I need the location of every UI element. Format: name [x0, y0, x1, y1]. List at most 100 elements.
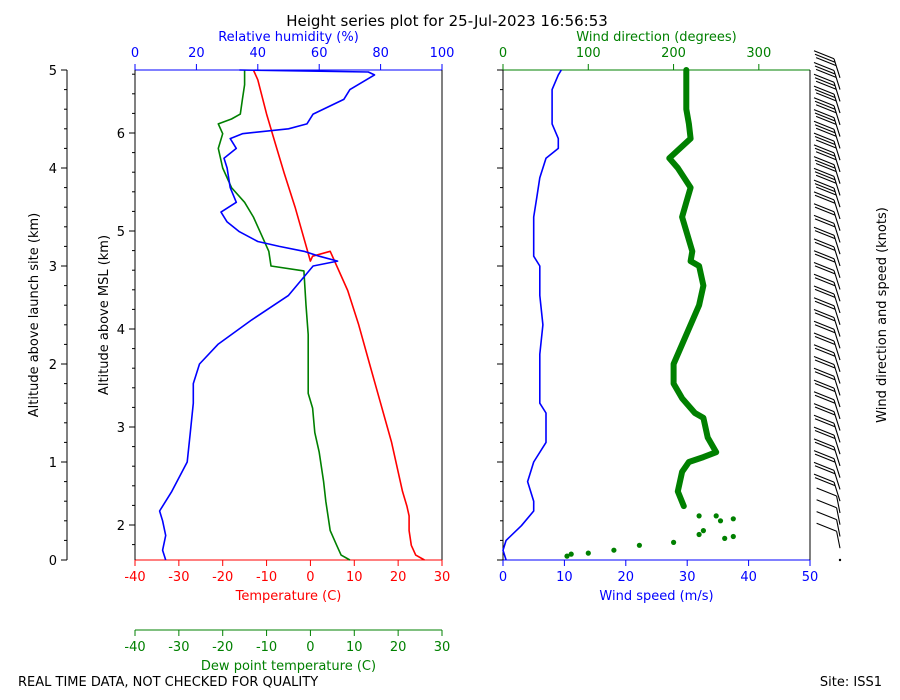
temperature-tick-label: 30	[434, 570, 451, 585]
wind-direction-point	[717, 518, 724, 524]
wind-barb-feather	[813, 367, 835, 377]
humidity-tick-label: 20	[188, 46, 205, 61]
wind-speed-tick-label: 10	[556, 570, 573, 585]
wind-barb-feather	[814, 194, 836, 204]
wind-barb-feather	[813, 355, 835, 366]
msl-altitude-tick-label: 2	[117, 519, 125, 534]
humidity-tick-label: 60	[311, 46, 328, 61]
wind-direction-point	[722, 535, 728, 542]
wind-direction-axis-title: Wind direction (degrees)	[576, 30, 736, 45]
dewpoint-tick-label: 0	[306, 640, 314, 655]
wind-barb-feather	[814, 147, 836, 157]
wind-barb-feather	[813, 473, 835, 483]
wind-barb-shaft	[836, 507, 841, 525]
wind-barb-axis-title: Wind direction and speed (knots)	[875, 207, 890, 423]
wind-barb-feather	[815, 151, 837, 161]
wind-speed-tick-label: 0	[499, 570, 507, 585]
wind-direction-point	[671, 539, 677, 546]
wind-barb-feather	[814, 441, 836, 451]
wind-barb-shaft	[836, 495, 841, 514]
wind-speed-axis-title: Wind speed (m/s)	[599, 589, 713, 604]
msl-altitude-tick-label: 6	[117, 127, 125, 142]
wind-direction-point	[585, 550, 591, 556]
figure-title: Height series plot for 25-Jul-2023 16:56…	[286, 12, 608, 30]
wind-speed-tick-label: 40	[740, 570, 757, 585]
wind-barb-feather	[813, 414, 835, 424]
humidity-line	[158, 69, 376, 561]
wind-barb-feather	[814, 241, 836, 251]
wind-panel: 0 10 20 30 40 50 Wind speed (m/s) 0 100 200 300 Win…	[497, 30, 818, 604]
dewpoint-tick-label: -30	[168, 640, 189, 655]
wind-barb-calm	[838, 558, 842, 562]
wind-barb-shaft	[836, 519, 841, 537]
dewpoint-tick-label: 10	[346, 640, 363, 655]
wind-barb-feather	[813, 461, 835, 471]
humidity-tick-label: 100	[430, 46, 455, 61]
wind-barb-feather	[813, 109, 835, 119]
wind-barb-feather	[813, 332, 835, 342]
wind-barb-feather	[813, 344, 835, 354]
wind-barb-feather	[814, 324, 836, 334]
wind-direction-point	[730, 516, 736, 522]
wind-speed-tick-label: 20	[618, 570, 635, 585]
wind-barb-feather	[813, 391, 835, 401]
wind-barb-feather	[813, 144, 835, 154]
wind-direction-trace	[666, 67, 720, 510]
wind-barb-feather	[814, 300, 836, 310]
wind-barb-feather	[813, 438, 835, 448]
temperature-tick-label: 20	[390, 570, 407, 585]
wind-barb-feather	[815, 80, 837, 90]
wind-barb-feather	[815, 68, 837, 78]
wind-barb-feather	[813, 238, 835, 248]
wind-barb-feather	[814, 288, 836, 298]
wind-barb-feather	[813, 50, 835, 60]
wind-direction-point	[700, 528, 707, 534]
wind-barb-feather	[813, 261, 835, 272]
wind-barb-feather	[813, 320, 835, 330]
wind-barb-feather	[815, 162, 837, 173]
launch-altitude-axis-title: Altitude above launch site (km)	[27, 213, 42, 417]
thermo-panel: 0 1 2 3 4 5 Altitude above launch site (km) 2 3 4…	[27, 30, 454, 674]
wind-direction-point	[636, 542, 643, 548]
temperature-tick-label: 0	[306, 570, 314, 585]
wind-barb-feather	[813, 61, 835, 72]
wind-barb-feather	[813, 426, 835, 436]
wind-barb-feather	[814, 100, 836, 110]
wind-direction-point	[611, 547, 617, 553]
wind-barb-feather	[813, 203, 835, 213]
footer-site: Site: ISS1	[820, 675, 882, 690]
wind-barb-feather	[815, 186, 837, 196]
wind-barb-feather	[814, 347, 836, 357]
launch-altitude-tick-label: 2	[49, 358, 57, 373]
wind-barb-feather	[814, 394, 836, 404]
wind-barb-feather	[814, 183, 836, 193]
wind-barb-feather	[813, 214, 835, 224]
wind-barb-feather	[813, 85, 835, 95]
wind-direction-point	[713, 513, 719, 519]
wind-barb-feather	[813, 191, 835, 201]
wind-direction-tick-label: 200	[661, 46, 686, 61]
wind-barb-feather	[814, 382, 836, 393]
dewpoint-tick-label: 30	[434, 640, 451, 655]
wind-direction-point	[730, 533, 736, 540]
launch-altitude-tick-label: 5	[49, 64, 57, 79]
wind-barb-feather	[816, 522, 837, 532]
dewpoint-tick-label: -20	[212, 640, 233, 655]
wind-barb-feather	[814, 265, 836, 275]
wind-barb-feather	[814, 218, 836, 228]
temperature-tick-label: -30	[168, 570, 189, 585]
humidity-axis-title: Relative humidity (%)	[218, 30, 359, 45]
wind-barb-feather	[813, 156, 835, 166]
wind-barb-feather	[814, 88, 836, 99]
wind-barb-feather	[813, 120, 835, 130]
wind-speed-line	[502, 69, 562, 561]
wind-barb-feather	[813, 379, 835, 389]
dewpoint-tick-label: -40	[124, 640, 145, 655]
wind-barb-feather	[814, 112, 836, 122]
msl-altitude-tick-label: 4	[117, 323, 125, 338]
wind-barb-feather	[813, 297, 835, 307]
temperature-tick-label: -40	[124, 570, 145, 585]
wind-barb-feather	[813, 179, 835, 189]
temperature-tick-label: -20	[212, 570, 233, 585]
wind-barb-feather	[814, 277, 836, 287]
